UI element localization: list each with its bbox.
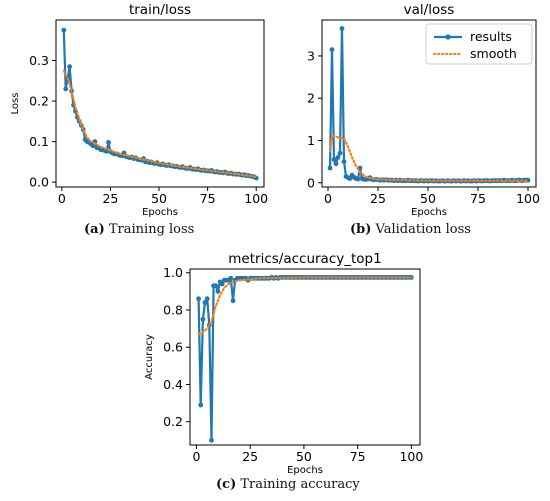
x-tick-label: 100	[244, 191, 268, 206]
caption-training-accuracy: (c) Training accuracy	[216, 477, 360, 492]
x-tick-label: 75	[350, 449, 366, 464]
x-axis-label: Epochs	[142, 207, 178, 218]
y-tick-label: 0	[307, 175, 315, 190]
data-point	[90, 143, 96, 149]
data-point	[327, 165, 333, 171]
caption-text: Training accuracy	[236, 477, 360, 492]
plot-frame	[189, 268, 421, 446]
data-point	[198, 402, 204, 408]
plot-2	[318, 19, 537, 191]
legend-results-label: results	[470, 29, 512, 44]
x-tick-label: 50	[420, 191, 436, 206]
y-tick-label: 1	[307, 133, 315, 148]
data-point	[204, 296, 210, 302]
series-line-results	[197, 276, 412, 441]
plot-1	[52, 19, 265, 191]
data-point	[61, 27, 67, 33]
x-tick-label: 0	[58, 191, 66, 206]
data-point	[331, 157, 337, 162]
plot-title: train/loss	[129, 2, 191, 18]
x-axis-label: Epochs	[411, 207, 447, 218]
x-tick-label: 75	[470, 191, 486, 206]
x-tick-label: 0	[324, 191, 332, 206]
caption-text: Validation loss	[371, 222, 471, 237]
data-point	[215, 288, 221, 294]
y-tick-label: 3	[307, 48, 315, 63]
data-point	[200, 316, 206, 322]
data-point	[196, 296, 202, 302]
y-tick-label: 0.8	[163, 302, 183, 317]
x-tick-label: 100	[516, 191, 540, 206]
data-point	[333, 161, 339, 167]
data-point	[213, 283, 219, 289]
plot-title: val/loss	[404, 2, 455, 18]
x-axis-label: Epochs	[287, 465, 323, 476]
legend-results-marker	[445, 34, 451, 40]
y-tick-label: 0.3	[29, 53, 49, 68]
y-tick-label: 0.4	[163, 377, 183, 392]
data-point	[329, 47, 335, 52]
x-tick-label: 25	[102, 191, 118, 206]
y-tick-label: 2	[307, 91, 315, 106]
data-point	[106, 140, 111, 145]
data-point	[230, 298, 236, 304]
plot-title: metrics/accuracy_top1	[228, 251, 381, 267]
y-tick-label: 0.1	[29, 134, 49, 149]
data-point	[67, 64, 72, 69]
data-point	[228, 275, 234, 281]
x-tick-label: 25	[242, 449, 258, 464]
plot-frame	[55, 19, 265, 188]
data-point	[337, 150, 343, 156]
x-tick-label: 25	[370, 191, 386, 206]
x-tick-label: 50	[296, 449, 312, 464]
series-line-smooth-overlay	[62, 69, 258, 178]
x-tick-label: 75	[200, 191, 216, 206]
data-point	[63, 86, 69, 92]
series-line-smooth	[62, 69, 258, 178]
x-tick-label: 0	[192, 449, 200, 464]
caption-letter: (c)	[216, 477, 237, 492]
caption-training-loss: (a) Training loss	[84, 222, 194, 237]
data-point	[219, 281, 225, 287]
plot-3	[186, 268, 421, 449]
caption-letter: (a)	[84, 222, 105, 237]
data-point	[335, 155, 341, 160]
data-point	[341, 159, 347, 165]
data-point	[355, 176, 361, 182]
y-axis-label: Loss	[10, 93, 21, 115]
data-point	[339, 26, 345, 31]
x-tick-label: 50	[151, 191, 167, 206]
y-tick-label: 0.6	[163, 340, 183, 355]
caption-validation-loss: (b) Validation loss	[350, 222, 471, 237]
y-tick-label: 0.0	[29, 175, 49, 190]
plot-frame	[321, 19, 537, 188]
caption-text: Training loss	[104, 222, 195, 237]
series-line-results	[62, 30, 257, 180]
data-point	[209, 437, 214, 443]
legend-smooth-label: smooth	[470, 46, 517, 61]
y-tick-label: 0.2	[29, 94, 49, 109]
x-tick-label: 100	[399, 449, 423, 464]
series-line-smooth-overlay	[329, 135, 529, 182]
series-line-smooth-overlay	[197, 276, 413, 336]
y-axis-label: Accuracy	[144, 334, 155, 380]
y-tick-label: 1.0	[163, 265, 183, 280]
caption-letter: (b)	[350, 222, 372, 237]
y-tick-label: 0.2	[163, 414, 183, 429]
data-point	[202, 300, 208, 305]
